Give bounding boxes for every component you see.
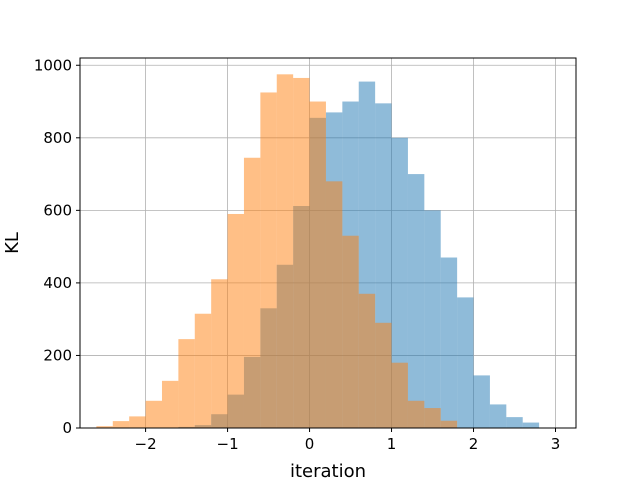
histogram-bar-series-2	[293, 77, 310, 428]
histogram-bar-series-2	[309, 101, 326, 428]
x-tick-label: 3	[551, 435, 561, 453]
histogram-bar-series-2	[112, 421, 130, 428]
histogram-bar-series-1	[506, 417, 523, 428]
histogram-bar-series-2	[342, 235, 359, 428]
histogram-bar-series-1	[473, 375, 490, 428]
histogram-bar-series-1	[391, 137, 408, 428]
y-tick-label: 0	[62, 419, 72, 437]
histogram-bar-series-2	[145, 400, 162, 428]
y-tick-label: 1000	[34, 56, 72, 74]
x-tick-label: −1	[217, 435, 239, 453]
y-tick-label: 400	[43, 274, 72, 292]
plot-frame	[79, 57, 577, 429]
histogram-bar-series-2	[194, 313, 212, 428]
histogram-bar-series-2	[96, 426, 113, 428]
histogram-bar-series-2	[440, 420, 458, 428]
x-axis-label: iteration	[290, 461, 366, 480]
x-tick-label: 0	[305, 435, 315, 453]
histogram-bar-series-2	[243, 157, 261, 429]
histogram-bar-series-2	[407, 400, 425, 428]
histogram-bar-series-2	[129, 416, 146, 428]
histogram-bars	[96, 74, 540, 429]
histogram-bar-series-1	[457, 297, 474, 428]
histogram-bar-series-2	[358, 293, 376, 428]
histogram-bar-series-2	[161, 380, 179, 428]
y-tick-label: 800	[43, 129, 72, 147]
histogram-bar-series-1	[424, 210, 441, 428]
histogram-bar-series-2	[260, 92, 277, 428]
histogram-bar-series-2	[227, 213, 244, 428]
histogram-bar-series-1	[440, 257, 458, 428]
histogram-bar-series-2	[424, 408, 441, 428]
x-tick-label: −2	[135, 435, 157, 453]
y-tick-label: 200	[43, 346, 72, 364]
histogram-bar-series-2	[211, 279, 228, 428]
x-tick-label: 1	[387, 435, 397, 453]
axis-ticks: −2 −1 0 1 2 3 0 200 400 600 800 1000	[34, 56, 560, 453]
histogram-bar-series-1	[522, 422, 540, 428]
histogram-bar-series-2	[375, 322, 392, 428]
x-tick-label: 2	[469, 435, 479, 453]
histogram-bar-series-2	[276, 74, 294, 428]
y-axis-label: KL	[2, 232, 23, 254]
y-tick-label: 600	[43, 201, 72, 219]
histogram-bar-series-1	[407, 174, 425, 428]
histogram-bar-series-2	[178, 339, 195, 428]
histogram-bar-series-2	[391, 362, 408, 428]
histogram-bar-series-2	[325, 181, 343, 428]
histogram-bar-series-1	[489, 404, 507, 428]
